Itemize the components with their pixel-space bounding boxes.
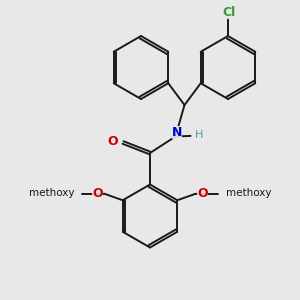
Text: N: N xyxy=(172,125,182,139)
Text: Cl: Cl xyxy=(223,5,236,19)
Text: methoxy: methoxy xyxy=(28,188,74,198)
Text: O: O xyxy=(108,134,119,148)
Text: H: H xyxy=(195,130,203,140)
Text: O: O xyxy=(92,187,103,200)
Text: methoxy: methoxy xyxy=(226,188,272,198)
Text: O: O xyxy=(197,187,208,200)
